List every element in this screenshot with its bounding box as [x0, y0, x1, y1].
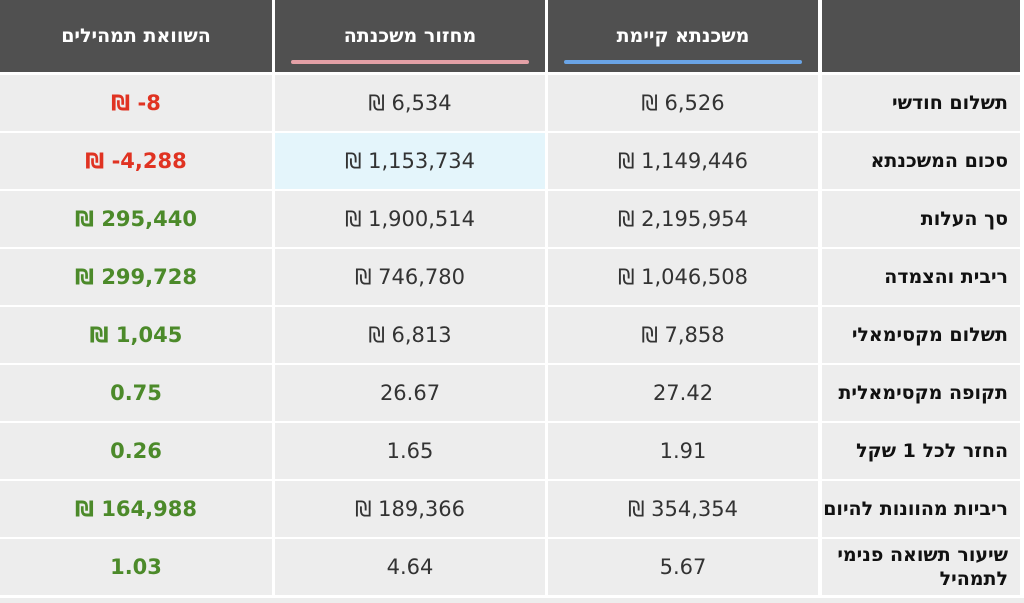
- comparison-value: ₪ 299,728: [0, 249, 272, 305]
- table-row: תקופה מקסימאלית 27.42 26.67 0.75: [0, 365, 1024, 421]
- header-comparison: השוואת תמהילים: [0, 0, 272, 72]
- table-row: החזר לכל 1 שקל 1.91 1.65 0.26: [0, 423, 1024, 479]
- row-label: תשלום חודשי: [822, 75, 1020, 131]
- comparison-value: ₪ 164,988: [0, 481, 272, 537]
- refinance-value: 1.65: [275, 423, 545, 479]
- row-label: סכום המשכנתא: [822, 133, 1020, 189]
- refinance-value: ₪ 746,780: [275, 249, 545, 305]
- table-row: סך העלות ₪ 2,195,954 ₪ 1,900,514 ₪ 295,4…: [0, 191, 1024, 247]
- existing-value: ₪ 1,046,508: [548, 249, 818, 305]
- existing-value: 5.67: [548, 539, 818, 595]
- table-row: תשלום חודשי ₪ 6,526 ₪ 6,534 ₪ -8: [0, 75, 1024, 131]
- existing-value: ₪ 354,354: [548, 481, 818, 537]
- comparison-value: 0.75: [0, 365, 272, 421]
- comparison-value: ₪ -4,288: [0, 133, 272, 189]
- table-header: משכנתא קיימת מחזור משכנתה השוואת תמהילים: [0, 0, 1024, 72]
- refinance-value: ₪ 1,153,734: [275, 133, 545, 189]
- header-refinance-label: מחזור משכנתה: [343, 25, 477, 47]
- comparison-value: ₪ 1,045: [0, 307, 272, 363]
- header-existing-mortgage: משכנתא קיימת: [548, 0, 818, 72]
- header-existing-label: משכנתא קיימת: [616, 25, 750, 47]
- refinance-value: ₪ 1,900,514: [275, 191, 545, 247]
- table-row: סכום המשכנתא ₪ 1,149,446 ₪ 1,153,734 ₪ -…: [0, 133, 1024, 189]
- row-label: תשלום מקסימאלי: [822, 307, 1020, 363]
- refinance-value: 26.67: [275, 365, 545, 421]
- table-row: ריבית והצמדה ₪ 1,046,508 ₪ 746,780 ₪ 299…: [0, 249, 1024, 305]
- comparison-value: 0.26: [0, 423, 272, 479]
- table-row: שיעור תשואה פנימי לתמהיל 5.67 4.64 1.03: [0, 539, 1024, 595]
- row-label: שיעור תשואה פנימי לתמהיל: [822, 539, 1020, 595]
- existing-value: ₪ 2,195,954: [548, 191, 818, 247]
- refinance-value: ₪ 6,534: [275, 75, 545, 131]
- row-label: ריבית והצמדה: [822, 249, 1020, 305]
- refinance-value: 4.64: [275, 539, 545, 595]
- existing-value: ₪ 1,149,446: [548, 133, 818, 189]
- refinance-value: ₪ 6,813: [275, 307, 545, 363]
- header-label-column: [822, 0, 1020, 72]
- row-label: החזר לכל 1 שקל: [822, 423, 1020, 479]
- existing-value: 27.42: [548, 365, 818, 421]
- row-label: סך העלות: [822, 191, 1020, 247]
- existing-value: ₪ 6,526: [548, 75, 818, 131]
- existing-value: 1.91: [548, 423, 818, 479]
- existing-value: ₪ 7,858: [548, 307, 818, 363]
- header-comparison-label: השוואת תמהילים: [61, 25, 211, 47]
- comparison-value: ₪ 295,440: [0, 191, 272, 247]
- table-row: תשלום מקסימאלי ₪ 7,858 ₪ 6,813 ₪ 1,045: [0, 307, 1024, 363]
- row-label: תקופה מקסימאלית: [822, 365, 1020, 421]
- comparison-value: ₪ -8: [0, 75, 272, 131]
- table-row: ריביות מהוונות להיום ₪ 354,354 ₪ 189,366…: [0, 481, 1024, 537]
- header-refinance: מחזור משכנתה: [275, 0, 545, 72]
- table-bottom-edge: [0, 598, 1024, 603]
- existing-underline: [564, 60, 802, 64]
- refinance-value: ₪ 189,366: [275, 481, 545, 537]
- comparison-value: 1.03: [0, 539, 272, 595]
- refinance-underline: [291, 60, 529, 64]
- row-label: ריביות מהוונות להיום: [822, 481, 1020, 537]
